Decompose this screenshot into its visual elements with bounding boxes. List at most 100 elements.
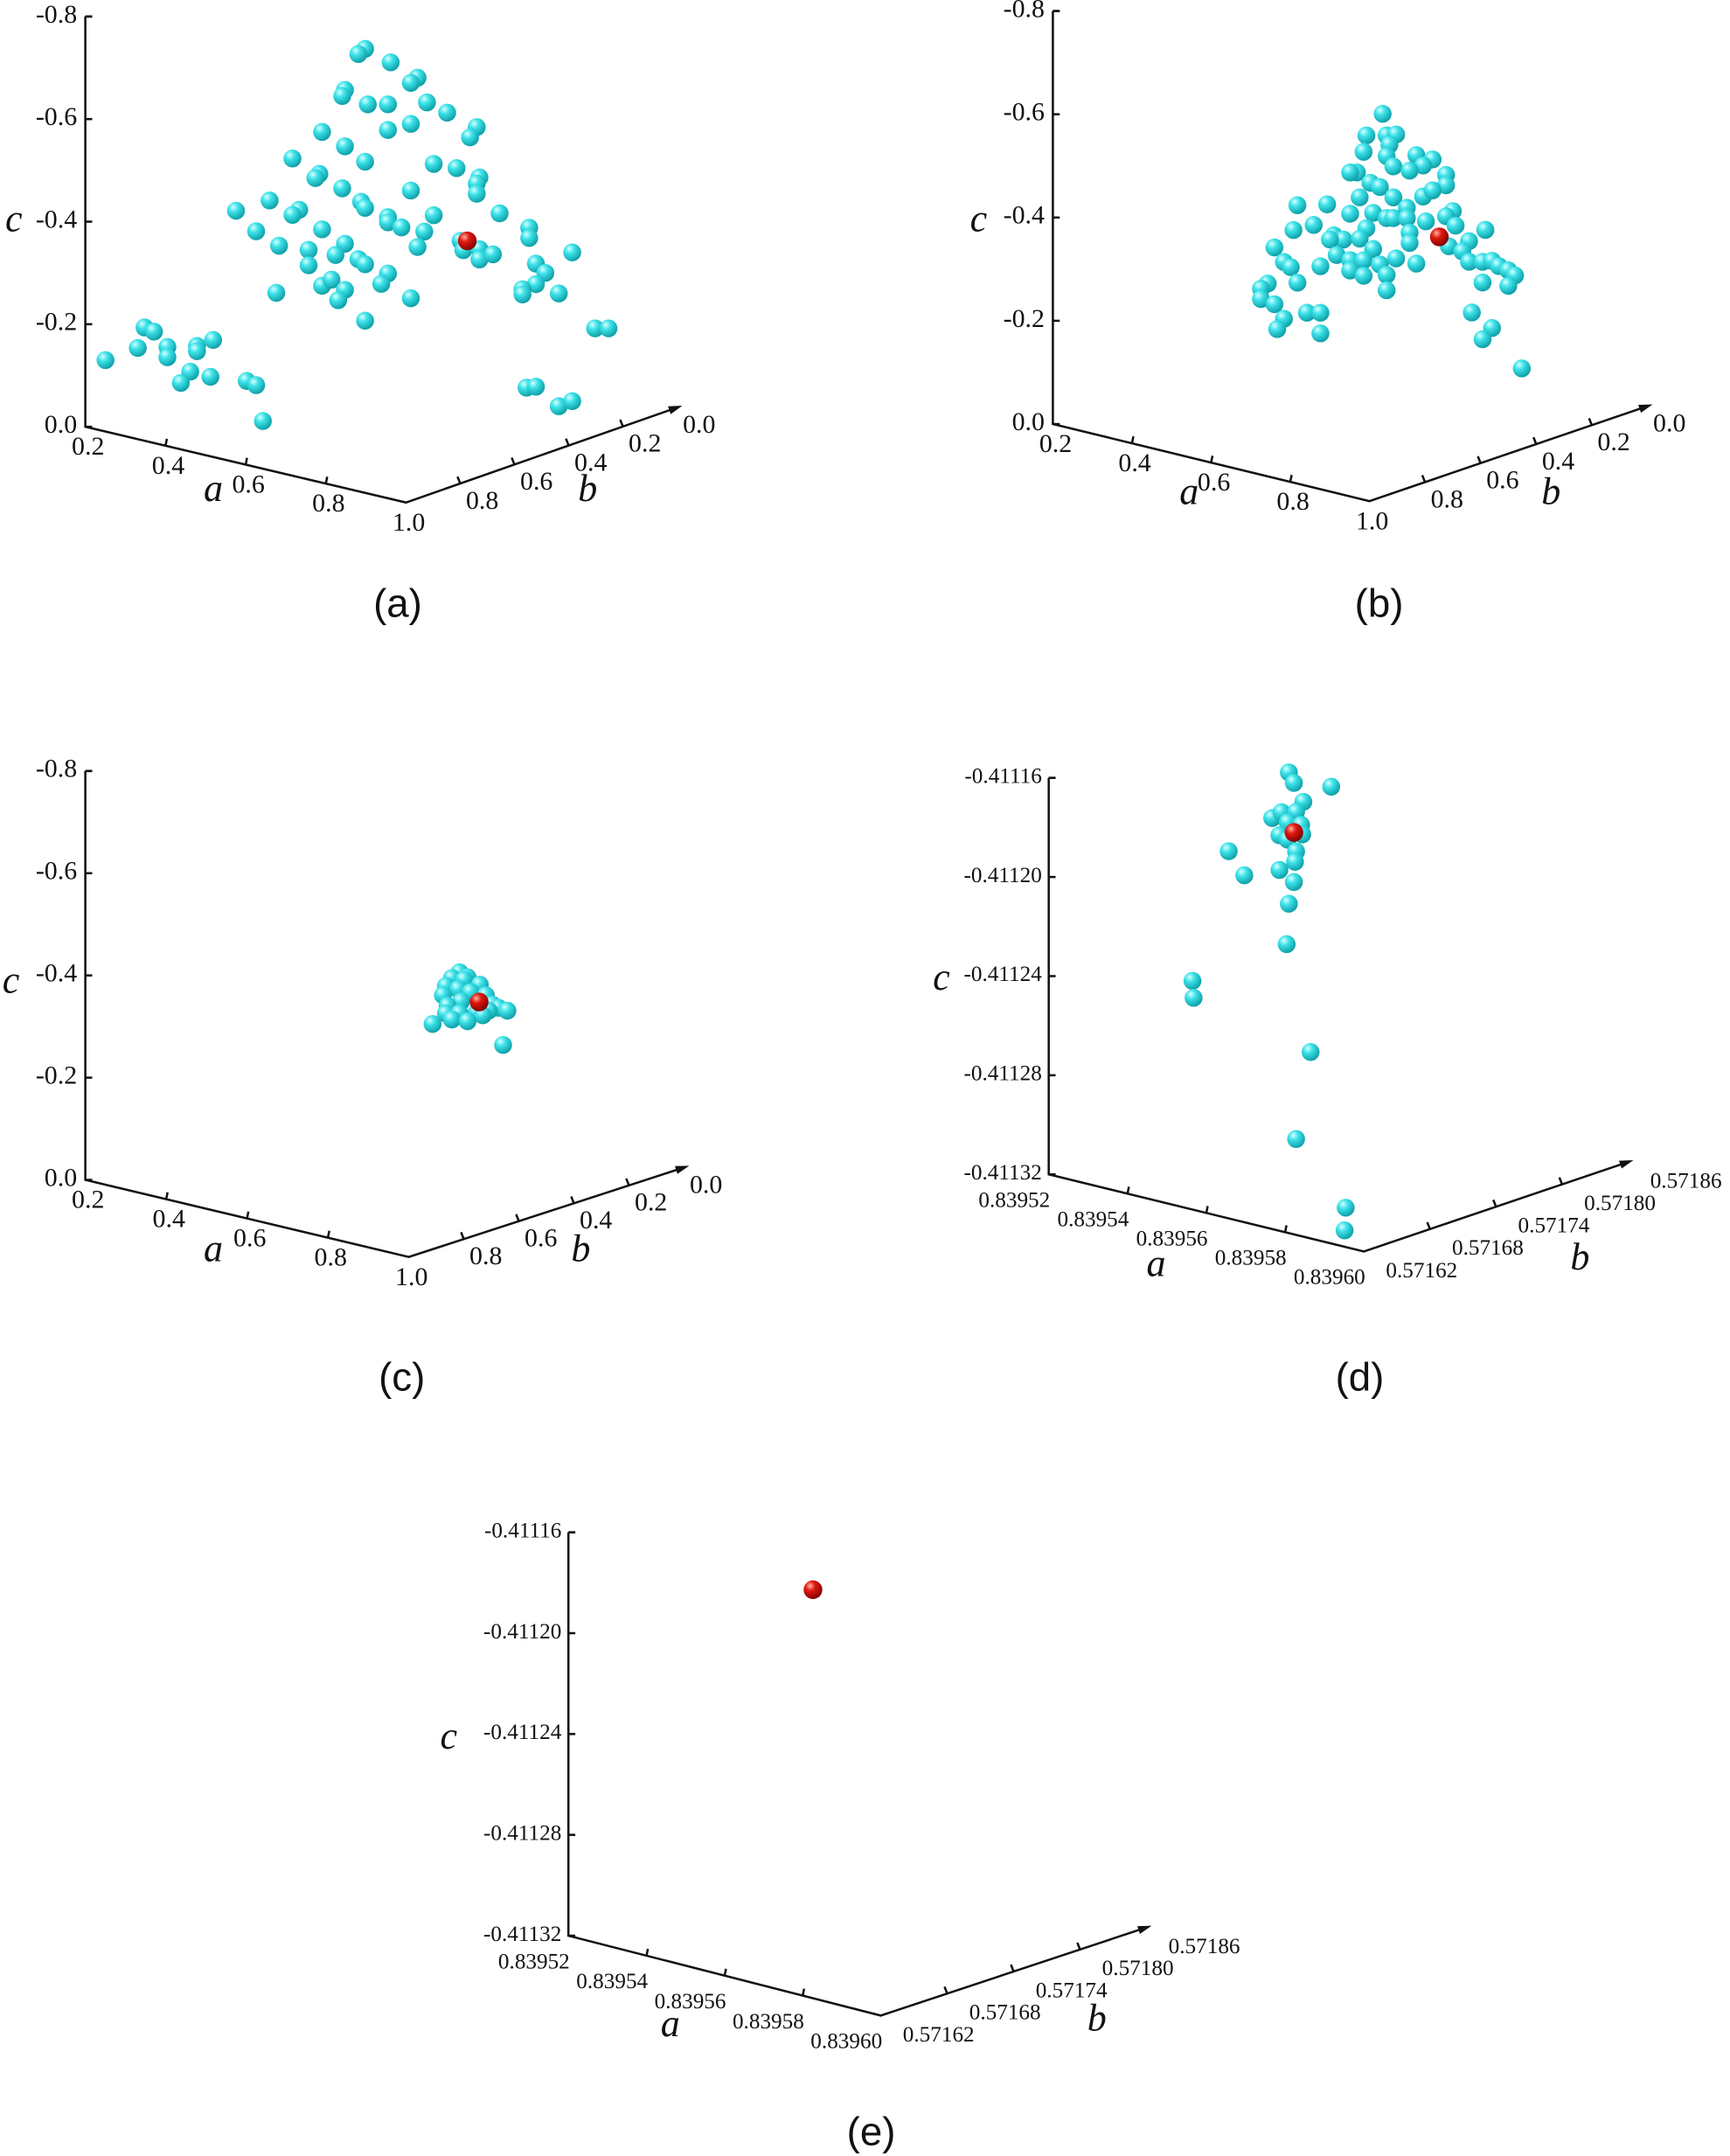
a-tick-label: 0.83954 (1058, 1208, 1129, 1232)
c-axis-label: c (5, 198, 23, 240)
b-axis-tick (625, 1178, 630, 1186)
data-point (329, 291, 348, 309)
b-axis-arrow-icon (675, 1165, 690, 1174)
b-tick-label: 0.57186 (1650, 1169, 1722, 1193)
a-axis-label: a (1146, 1242, 1165, 1285)
a-axis-tick (244, 457, 248, 465)
data-point (1265, 238, 1284, 257)
b-axis-tick (1532, 436, 1538, 445)
data-point (1322, 777, 1341, 796)
data-point (1351, 229, 1369, 248)
data-point (415, 222, 434, 241)
b-axis-tick (456, 476, 462, 484)
data-point (336, 137, 354, 156)
a-tick-label: 0.6 (232, 470, 264, 499)
data-point (549, 284, 568, 303)
axis-lines (84, 16, 678, 504)
data-point (448, 159, 466, 177)
data-point (424, 155, 443, 173)
c-tick-label: -0.41128 (483, 1821, 561, 1845)
c-tick-label: 0.0 (45, 410, 77, 439)
data-point (1384, 157, 1403, 176)
b-axis-label: b (1087, 1997, 1107, 2040)
c-axis-label: c (440, 1714, 457, 1757)
a-axis-tick (326, 1230, 330, 1238)
data-point (1284, 873, 1303, 892)
data-point (379, 212, 398, 232)
data-point (513, 285, 532, 303)
a-axis-tick (1289, 475, 1293, 483)
data-point (1311, 324, 1330, 343)
data-point (358, 95, 377, 114)
b-tick-label: 0.0 (1653, 408, 1685, 437)
data-point (1337, 1199, 1355, 1217)
b-tick-label: 0.2 (1597, 428, 1629, 456)
data-point (1398, 209, 1416, 227)
b-axis-arrow-icon (1137, 1925, 1152, 1935)
b-axis-tick (570, 1195, 575, 1204)
c-tick-label: 0.0 (45, 1163, 77, 1192)
a-axis-label: a (661, 2002, 680, 2045)
b-tick-label: 0.4 (1542, 447, 1574, 476)
data-point (269, 236, 288, 255)
best-point (469, 992, 489, 1012)
data-point (1280, 894, 1298, 913)
data-point (247, 222, 266, 240)
data-point (356, 311, 374, 330)
data-point (563, 392, 581, 411)
data-point (96, 351, 115, 370)
data-point (171, 373, 191, 393)
a-axis-label: a (204, 467, 223, 510)
data-point (1219, 842, 1238, 860)
data-point (401, 115, 420, 133)
panel-label: (d) (1336, 1354, 1385, 1399)
data-point (461, 128, 479, 147)
data-point (356, 198, 374, 217)
data-point (1265, 295, 1284, 314)
panel-d: -0.41116 -0.41120 -0.41124 -0.41128 -0.41132… (933, 763, 1722, 1399)
data-point (1341, 261, 1359, 280)
data-point (204, 330, 223, 350)
data-point (423, 1014, 442, 1033)
b-tick-label: 0.6 (525, 1224, 557, 1253)
data-point (1400, 161, 1419, 180)
a-axis-tick (1283, 1225, 1288, 1233)
c-tick-label: -0.6 (36, 857, 77, 886)
b-axis-tick (1492, 1199, 1497, 1207)
data-point (1270, 860, 1289, 880)
panel-a: -0.8-0.6-0.4-0.20.00.20.40.60.81.00.80.6… (5, 0, 716, 625)
data-point (1311, 303, 1330, 322)
panel-label: (e) (847, 2109, 896, 2153)
b-axis-tick (1476, 456, 1482, 464)
a-tick-label: 0.83960 (1294, 1266, 1365, 1290)
data-point (247, 376, 266, 394)
a-tick-label: 0.2 (72, 1186, 104, 1214)
data-point (1473, 330, 1492, 349)
c-tick-label: -0.41120 (483, 1620, 561, 1644)
data-point (129, 338, 147, 358)
data-point (1416, 212, 1435, 231)
data-point (1436, 176, 1456, 195)
data-point (424, 205, 443, 225)
b-tick-label: 0.8 (469, 1241, 502, 1270)
data-point (458, 1012, 477, 1031)
data-point (1297, 303, 1317, 322)
a-tick-label: 0.83954 (576, 1970, 648, 1993)
c-tick-label: -0.41128 (964, 1062, 1042, 1086)
axis-lines (566, 1532, 1147, 2017)
data-point (1377, 281, 1396, 300)
c-tick-label: -0.41132 (483, 1923, 561, 1946)
b-axis-tick (1426, 1221, 1431, 1230)
a-axis-tick (1126, 1186, 1130, 1194)
data-point (333, 87, 351, 106)
a-tick-label: 0.8 (315, 1243, 347, 1272)
data-point (1311, 257, 1330, 275)
data-point (408, 238, 427, 256)
data-point (483, 245, 503, 264)
data-point (1400, 233, 1419, 253)
data-point (1384, 188, 1403, 207)
data-point (1287, 1130, 1305, 1149)
data-point (254, 412, 272, 430)
data-point (1512, 359, 1532, 378)
